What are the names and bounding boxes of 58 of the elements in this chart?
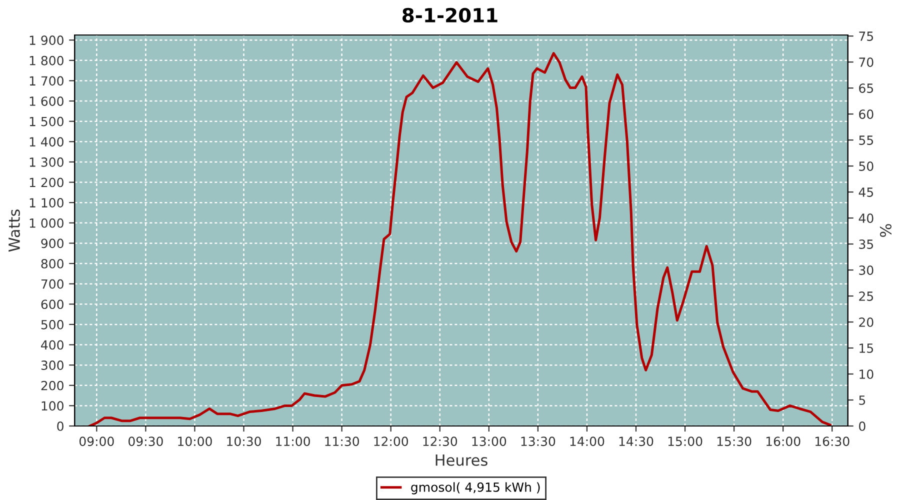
y-tick-label: 100 — [42, 401, 64, 411]
y-tick-label: 1 200 — [30, 178, 64, 188]
y2-tick-label: 60 — [859, 110, 874, 119]
x-tick-label: 10:00 — [178, 436, 212, 446]
y-tick-label: 1 400 — [30, 137, 64, 147]
y2-tick-label: 75 — [859, 32, 874, 41]
y2-tick-label: 65 — [859, 84, 874, 93]
x-tick-label: 16:30 — [815, 436, 850, 446]
y2-tick-label: 45 — [858, 188, 874, 197]
x-axis-title: Heures — [436, 454, 488, 466]
y2-tick-label: 30 — [859, 265, 874, 275]
y2-tick-label: 20 — [859, 317, 874, 327]
y-tick-label: 1 500 — [30, 116, 64, 126]
line-series — [88, 52, 832, 426]
y2-tick-label: 35 — [859, 239, 874, 249]
x-tick-label: 13:00 — [472, 436, 506, 446]
y-tick-label: 1 600 — [30, 96, 64, 106]
x-tick-label: 14:30 — [619, 436, 654, 446]
y-tick-label: 700 — [41, 279, 64, 289]
x-tick-label: 12:30 — [423, 436, 458, 446]
y2-tick-label: 10 — [860, 369, 874, 379]
y-tick-label: 0 — [57, 421, 64, 431]
y-tick-label: 600 — [41, 300, 64, 310]
x-tick-label: 12:00 — [374, 436, 408, 446]
x-tick-label: 16:00 — [766, 436, 800, 446]
chart-title: 8-1-2011 — [402, 8, 498, 23]
y-tick-label: 800 — [41, 258, 64, 268]
y2-tick-label: 25 — [859, 291, 874, 301]
y2-tick-label: 15 — [860, 344, 874, 353]
y-tick-label: 200 — [41, 380, 64, 390]
y-tick-label: 1 300 — [30, 157, 64, 167]
y-tick-label: 1 100 — [30, 198, 64, 208]
x-tick-label: 11:30 — [325, 436, 359, 446]
x-tick-label: 11:00 — [276, 436, 310, 446]
y2-tick-label: 55 — [859, 136, 874, 145]
legend-label: gmosol( 4,915 kWh ) — [411, 482, 540, 494]
x-tick-label: 13:30 — [521, 436, 556, 446]
y-tick-label: 1 900 — [30, 36, 64, 46]
x-tick-label: 10:30 — [227, 436, 261, 446]
x-tick-label: 09:30 — [128, 436, 163, 446]
y-tick-label: 400 — [41, 340, 64, 350]
x-tick-label: 14:00 — [570, 436, 604, 446]
y-tick-label: 1 700 — [30, 76, 64, 86]
y-tick-label: 1 800 — [30, 56, 64, 66]
y-tick-label: 300 — [41, 360, 64, 370]
x-tick-label: 15:30 — [717, 436, 752, 446]
y-tick-label: 900 — [41, 238, 64, 248]
y2-tick-label: 40 — [858, 213, 874, 223]
y2-tick-label: 50 — [859, 162, 874, 171]
y-tick-label: 1 000 — [30, 218, 64, 228]
x-tick-label: 15:00 — [668, 436, 702, 446]
y2-tick-label: 0 — [859, 421, 866, 431]
y2-tick-label: 5 — [859, 396, 866, 405]
x-tick-label: 09:00 — [79, 436, 114, 446]
y2-axis-title: % — [880, 224, 892, 237]
y-axis-title: Watts — [8, 210, 20, 252]
y2-tick-label: 70 — [859, 58, 874, 67]
y-tick-label: 500 — [41, 320, 64, 330]
